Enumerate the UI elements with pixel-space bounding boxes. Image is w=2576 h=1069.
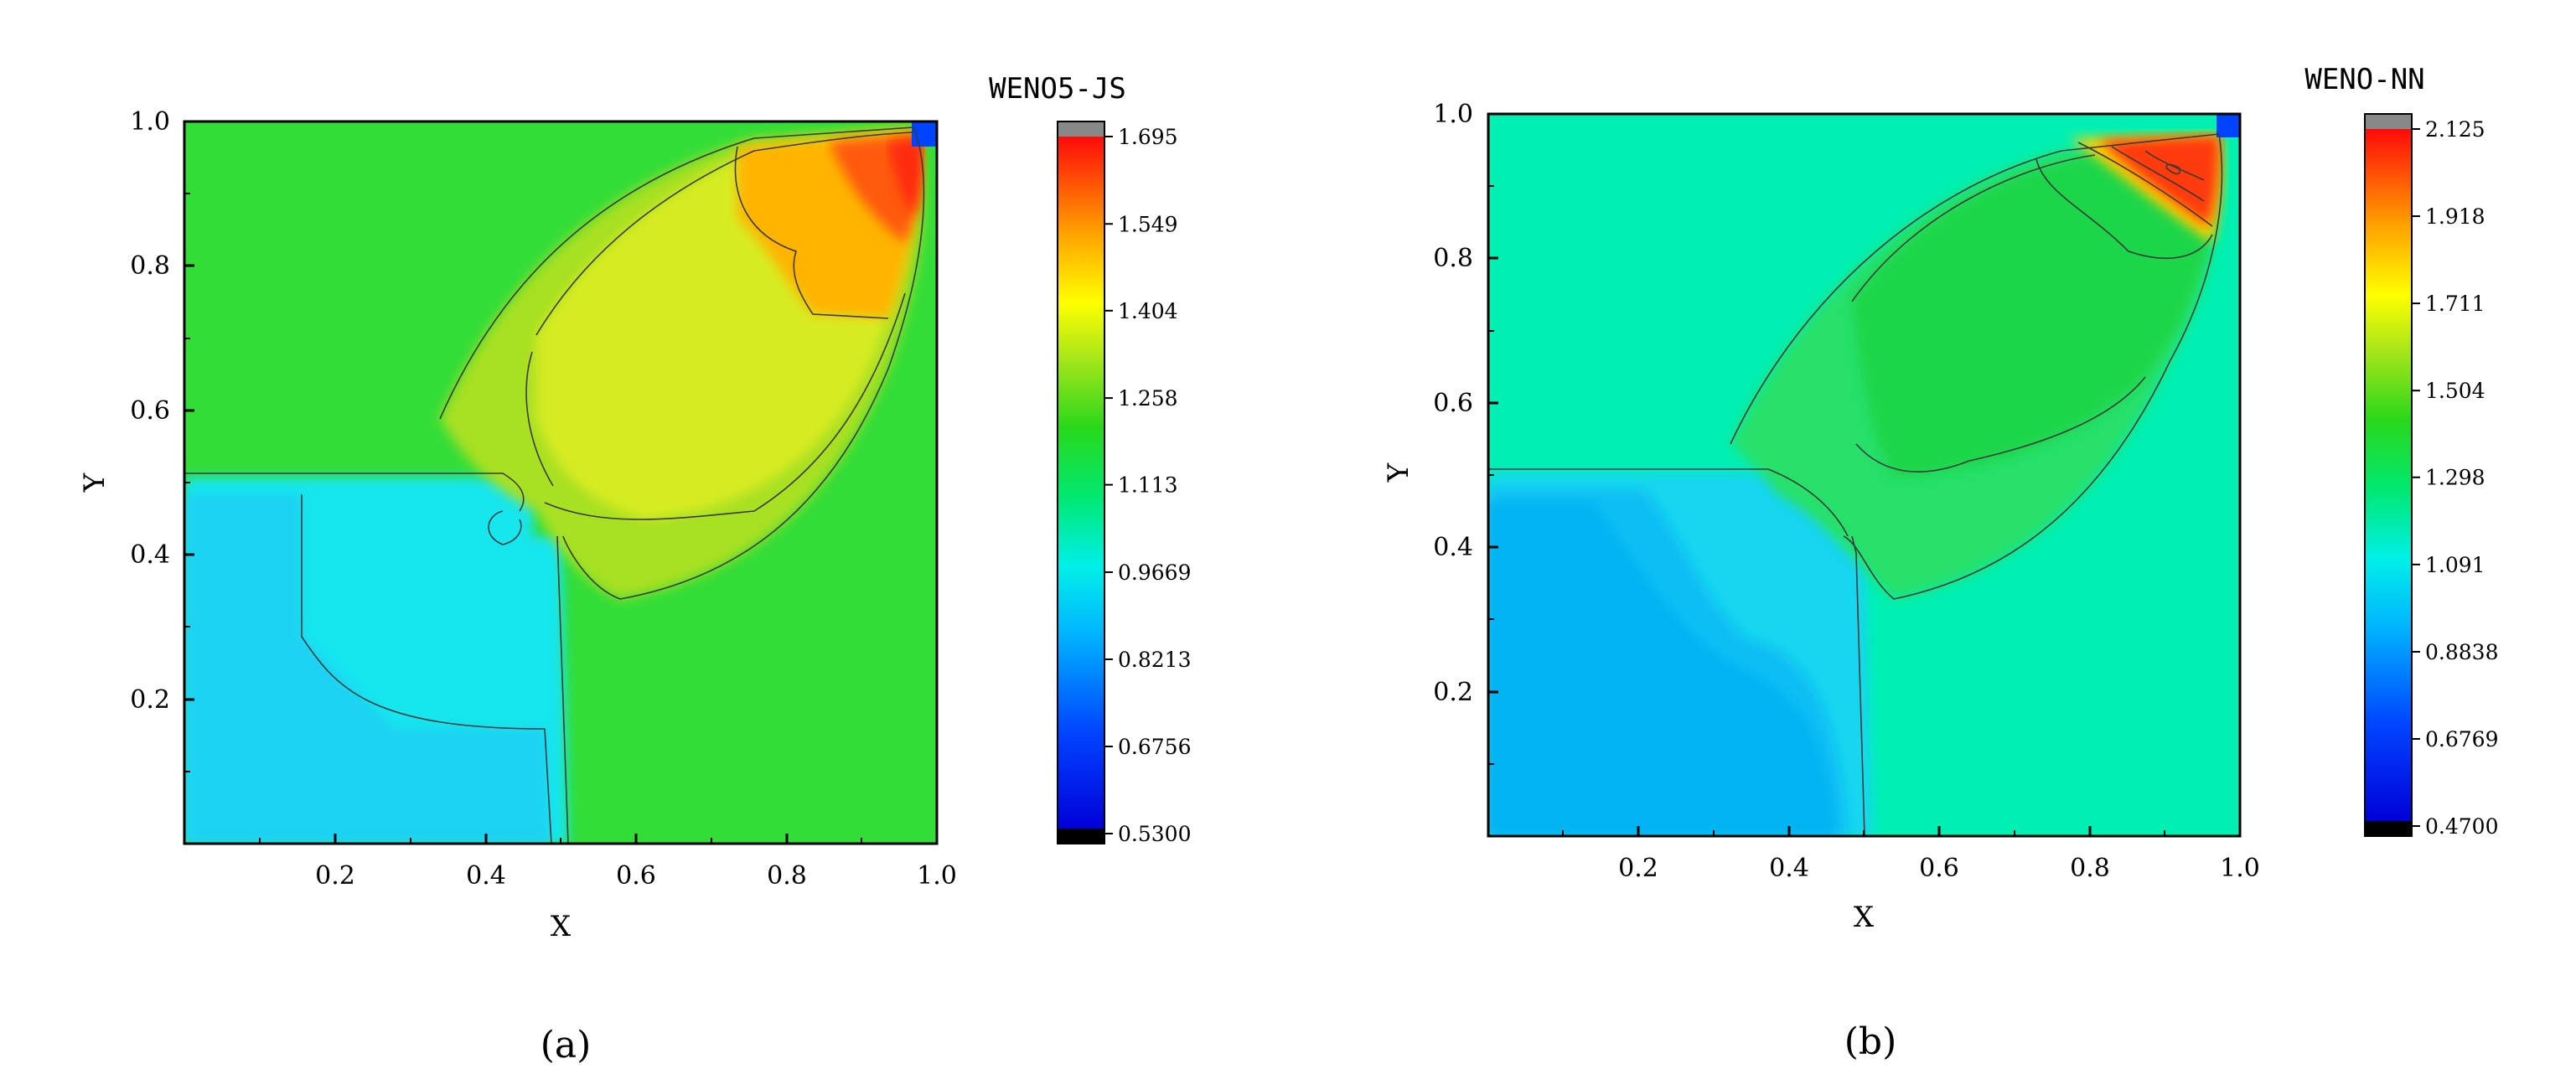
colorbar-a: WENO5-JS 0.5300 0.6756 0.8213 0.9669 1.113 1.…: [989, 72, 1191, 846]
x-tick-label: 0.4: [466, 861, 506, 891]
colorbar-tick-label: 1.404: [1118, 299, 1178, 323]
x-tick-label: 0.2: [315, 861, 355, 891]
colorbar-tick-label: 1.298: [2425, 466, 2485, 490]
colorbar-tick-label: 0.4700: [2425, 814, 2498, 839]
heatmap-field-b: [1488, 114, 2240, 836]
y-axis-label-b: Y: [1382, 462, 1415, 483]
y-tick-label: 0.4: [130, 540, 170, 570]
y-axis-a: 0.2 0.4 0.6 0.8 1.0 Y: [78, 107, 194, 772]
x-tick-label: 0.4: [1769, 854, 1809, 883]
x-tick-label: 0.8: [2070, 854, 2110, 883]
colorbar-tick-label: 1.504: [2425, 379, 2485, 403]
y-tick-label: 0.2: [1433, 678, 1473, 707]
colorbar-tick-label: 0.8838: [2425, 640, 2498, 664]
x-tick-label: 0.8: [767, 861, 807, 891]
colorbar-tick-label: 2.125: [2425, 117, 2485, 142]
colorbar-tick-label: 1.549: [1118, 212, 1178, 236]
y-tick-label: 0.8: [130, 251, 170, 281]
heatmap-field-a: [184, 121, 937, 844]
colorbar-tick-label: 0.6756: [1118, 735, 1191, 759]
y-tick-label: 0.2: [130, 685, 170, 715]
panel-label-b: (b): [1844, 1020, 1897, 1063]
y-axis-label-a: Y: [78, 473, 111, 493]
x-axis-b: 0.2 0.4 0.6 0.8 1.0 X: [1562, 826, 2260, 934]
x-axis-label-a: X: [551, 910, 572, 943]
x-tick-label: 1.0: [2220, 854, 2260, 883]
colorbar-tick-label: 1.711: [2425, 292, 2485, 316]
colorbar-tick-label: 0.6769: [2425, 727, 2498, 751]
y-tick-label: 0.8: [1433, 244, 1473, 273]
colorbar-tick-label: 0.5300: [1118, 822, 1191, 846]
colorbar-tick-label: 0.9669: [1118, 560, 1191, 585]
colorbar-title-b: WENO-NN: [2304, 63, 2424, 96]
y-axis-b: 0.2 0.4 0.6 0.8 1.0 Y: [1382, 100, 1498, 765]
x-axis-a: 0.2 0.4 0.6 0.8 1.0 X: [259, 834, 957, 943]
x-axis-label-b: X: [1854, 901, 1875, 934]
colorbar-tick-label: 1.113: [1118, 473, 1178, 498]
panel-a: 0.2 0.4 0.6 0.8 1.0 X 0.2 0.4 0.6 0.8 1.…: [78, 72, 1191, 1066]
colorbar-tick-label: 1.918: [2425, 204, 2485, 229]
x-tick-label: 0.6: [616, 861, 656, 891]
colorbar-tick-label: 1.091: [2425, 553, 2485, 577]
colorbar-b: WENO-NN 0.4700 0.6769 0.8838 1.091 1.298 1.50…: [2304, 63, 2498, 839]
x-tick-label: 0.2: [1618, 854, 1658, 883]
colorbar-tick-label: 1.258: [1118, 386, 1178, 411]
colorbar-tick-label: 1.695: [1118, 125, 1178, 149]
y-tick-label: 1.0: [1433, 100, 1473, 129]
y-tick-label: 0.6: [1433, 389, 1473, 418]
colorbar-tick-label: 0.8213: [1118, 648, 1191, 672]
y-tick-label: 0.4: [1433, 533, 1473, 562]
x-tick-label: 1.0: [917, 861, 957, 891]
y-tick-label: 1.0: [130, 107, 170, 137]
colorbar-title-a: WENO5-JS: [989, 72, 1126, 106]
y-tick-label: 0.6: [130, 396, 170, 426]
panel-label-a: (a): [541, 1024, 592, 1066]
x-tick-label: 0.6: [1919, 854, 1959, 883]
panel-b: 0.2 0.4 0.6 0.8 1.0 X 0.2 0.4 0.6 0.8 1.…: [1382, 63, 2498, 1063]
